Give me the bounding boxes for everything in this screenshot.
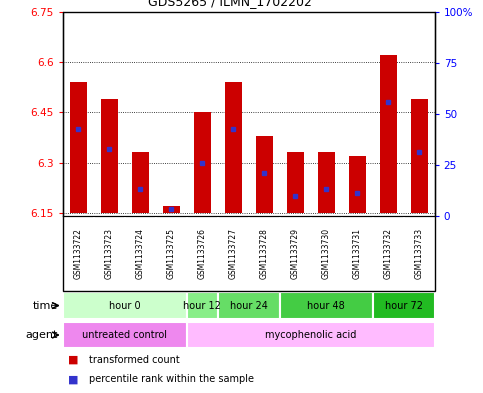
Text: GSM1133732: GSM1133732 [384,228,393,279]
Text: transformed count: transformed count [89,354,180,365]
Text: agent: agent [26,330,58,340]
Text: GSM1133724: GSM1133724 [136,228,145,279]
Text: time: time [33,301,58,310]
Text: GDS5265 / ILMN_1702202: GDS5265 / ILMN_1702202 [148,0,312,8]
Bar [349,156,366,213]
Bar [187,322,435,348]
Text: GSM1133728: GSM1133728 [260,228,269,279]
Text: percentile rank within the sample: percentile rank within the sample [89,374,255,384]
Bar [132,152,149,213]
Bar [411,99,428,213]
Text: GSM1133726: GSM1133726 [198,228,207,279]
Bar [380,55,397,213]
Bar [225,82,242,213]
Bar [101,99,118,213]
Text: GSM1133727: GSM1133727 [229,228,238,279]
Bar [318,152,335,213]
Text: hour 0: hour 0 [109,301,141,310]
Text: mycophenolic acid: mycophenolic acid [265,330,356,340]
Text: hour 12: hour 12 [184,301,221,310]
Text: GSM1133733: GSM1133733 [415,228,424,279]
Bar [70,82,87,213]
Text: ■: ■ [68,374,78,384]
Bar [280,292,373,319]
Bar [194,112,211,213]
Text: untreated control: untreated control [82,330,167,340]
Text: GSM1133729: GSM1133729 [291,228,300,279]
Text: hour 72: hour 72 [384,301,423,310]
Text: GSM1133725: GSM1133725 [167,228,176,279]
Text: ■: ■ [68,354,78,365]
Text: GSM1133722: GSM1133722 [74,228,83,279]
Text: hour 24: hour 24 [230,301,268,310]
Bar [63,322,187,348]
Bar [287,152,304,213]
Text: GSM1133731: GSM1133731 [353,228,362,279]
Bar [256,136,273,213]
Text: hour 48: hour 48 [307,301,345,310]
Bar [163,206,180,213]
Bar [373,292,435,319]
Text: GSM1133730: GSM1133730 [322,228,331,279]
Bar [63,292,187,319]
Bar [187,292,218,319]
Bar [218,292,280,319]
Text: GSM1133723: GSM1133723 [105,228,114,279]
